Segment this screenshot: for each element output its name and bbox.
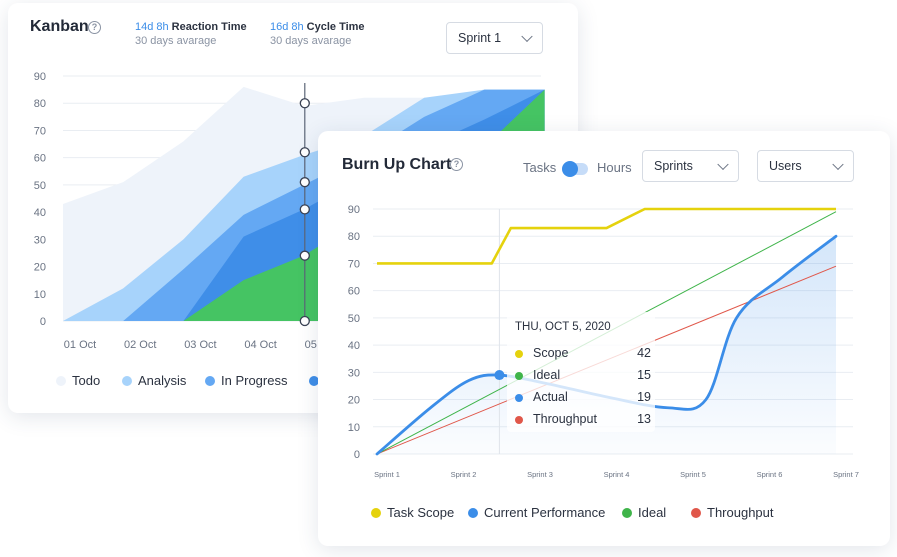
hover-point bbox=[494, 370, 505, 381]
sprints-select-value: Sprints bbox=[654, 159, 693, 173]
legend-swatch bbox=[691, 508, 701, 518]
legend-swatch bbox=[309, 376, 319, 386]
tooltip-swatch bbox=[515, 394, 523, 402]
y-tick-label: 40 bbox=[34, 207, 46, 219]
users-select[interactable]: Users bbox=[757, 150, 854, 182]
y-tick-label: 20 bbox=[348, 395, 360, 407]
tooltip-value: 13 bbox=[637, 412, 651, 426]
legend-swatch bbox=[205, 376, 215, 386]
y-tick-label: 90 bbox=[348, 204, 360, 216]
burnup-title: Burn Up Chart bbox=[342, 156, 452, 173]
x-tick-label: Sprint 1 bbox=[374, 470, 400, 479]
hover-point bbox=[299, 204, 310, 215]
reaction-time-sub: 30 days avarage bbox=[135, 35, 217, 47]
hover-point bbox=[299, 147, 310, 158]
sprints-select[interactable]: Sprints bbox=[642, 150, 739, 182]
legend-label: Todo bbox=[72, 373, 101, 388]
x-tick-label: 02 Oct bbox=[124, 339, 156, 351]
y-tick-label: 40 bbox=[348, 340, 360, 352]
tooltip-label: Ideal bbox=[533, 368, 561, 382]
cycle-time-label: Cycle Time bbox=[306, 21, 365, 33]
x-tick-label: 01 Oct bbox=[64, 339, 96, 351]
legend-swatch bbox=[122, 376, 132, 386]
question-circle-icon[interactable]: ? bbox=[450, 158, 463, 171]
question-circle-icon[interactable]: ? bbox=[88, 21, 101, 34]
burnup-card: Burn Up Chart ? Tasks Hours Sprints User… bbox=[318, 131, 890, 546]
tooltip-swatch bbox=[515, 350, 523, 358]
cycle-time-value: 16d 8h bbox=[270, 21, 304, 33]
burnup-chart: 0 10 20 30 40 50 60 70 80 90 Sprint 1 Sprint 2 Sprin… bbox=[348, 204, 859, 479]
x-tick-label: Sprint 2 bbox=[451, 470, 477, 479]
y-tick-label: 50 bbox=[348, 313, 360, 325]
y-tick-label: 90 bbox=[34, 71, 46, 83]
legend-label: Task Scope bbox=[387, 505, 455, 520]
y-tick-label: 30 bbox=[34, 234, 46, 246]
x-tick-label: Sprint 4 bbox=[604, 470, 630, 479]
tooltip-row-scope: Scope 42 bbox=[515, 346, 651, 362]
y-tick-label: 70 bbox=[34, 125, 46, 137]
x-tick-label: Sprint 6 bbox=[757, 470, 783, 479]
tooltip-row-actual: Actual 19 bbox=[515, 390, 651, 406]
toggle-tasks-label[interactable]: Tasks bbox=[523, 160, 557, 175]
reaction-time-metric: 14d 8h Reaction Time 30 days avarage bbox=[135, 20, 247, 48]
performance-area bbox=[377, 236, 836, 454]
tooltip-value: 15 bbox=[637, 368, 651, 382]
tooltip-swatch bbox=[515, 372, 523, 380]
x-tick-label: 04 Oct bbox=[244, 339, 276, 351]
cycle-time-metric: 16d 8h Cycle Time 30 days avarage bbox=[270, 20, 365, 48]
y-tick-label: 20 bbox=[34, 262, 46, 274]
tooltip-label: Throughput bbox=[533, 412, 597, 426]
reaction-time-value: 14d 8h bbox=[135, 21, 169, 33]
chart-tooltip: THU, OCT 5, 2020 Scope 42 Ideal 15 Actua… bbox=[507, 312, 655, 432]
cycle-time-sub: 30 days avarage bbox=[270, 35, 352, 47]
tooltip-label: Scope bbox=[533, 346, 569, 360]
kanban-title: Kanban bbox=[30, 18, 89, 35]
legend-label: Current Performance bbox=[484, 505, 606, 520]
legend-label: Ideal bbox=[638, 505, 667, 520]
hover-point bbox=[299, 250, 310, 261]
legend-label: In Progress bbox=[221, 373, 288, 388]
y-tick-label: 60 bbox=[34, 153, 46, 165]
y-tick-label: 0 bbox=[40, 316, 46, 328]
tooltip-value: 19 bbox=[637, 390, 651, 404]
tooltip-swatch bbox=[515, 416, 523, 424]
legend-swatch bbox=[622, 508, 632, 518]
legend-swatch bbox=[56, 376, 66, 386]
y-tick-label: 10 bbox=[348, 422, 360, 434]
legend-label: Analysis bbox=[138, 373, 187, 388]
y-tick-label: 70 bbox=[348, 258, 360, 270]
hover-point bbox=[299, 177, 310, 188]
toggle-hours-label[interactable]: Hours bbox=[597, 160, 632, 175]
y-tick-label: 10 bbox=[34, 289, 46, 301]
x-tick-label: Sprint 3 bbox=[527, 470, 553, 479]
y-tick-label: 80 bbox=[34, 98, 46, 110]
users-select-value: Users bbox=[769, 159, 802, 173]
tooltip-date: THU, OCT 5, 2020 bbox=[515, 321, 611, 333]
y-tick-label: 30 bbox=[348, 367, 360, 379]
toggle-knob bbox=[562, 161, 578, 177]
legend-label: Throughput bbox=[707, 505, 774, 520]
tooltip-row-throughput: Throughput 13 bbox=[515, 412, 651, 428]
legend-swatch bbox=[371, 508, 381, 518]
hover-point bbox=[299, 98, 310, 109]
hover-point bbox=[299, 315, 310, 327]
tooltip-label: Actual bbox=[533, 390, 568, 404]
x-tick-label: 03 Oct bbox=[184, 339, 216, 351]
tooltip-value: 42 bbox=[637, 346, 651, 360]
task-scope-line bbox=[377, 207, 836, 265]
reaction-time-label: Reaction Time bbox=[171, 21, 247, 33]
sprint-select-value: Sprint 1 bbox=[458, 31, 502, 45]
x-tick-label: Sprint 7 bbox=[833, 470, 859, 479]
y-tick-label: 80 bbox=[348, 231, 360, 243]
y-tick-label: 50 bbox=[34, 180, 46, 192]
y-tick-label: 60 bbox=[348, 286, 360, 298]
tasks-hours-toggle[interactable] bbox=[562, 161, 588, 177]
sprint-select[interactable]: Sprint 1 bbox=[446, 22, 543, 54]
tooltip-row-ideal: Ideal 15 bbox=[515, 368, 651, 384]
y-tick-label: 0 bbox=[354, 449, 360, 461]
legend-swatch bbox=[468, 508, 478, 518]
x-tick-label: Sprint 5 bbox=[680, 470, 706, 479]
